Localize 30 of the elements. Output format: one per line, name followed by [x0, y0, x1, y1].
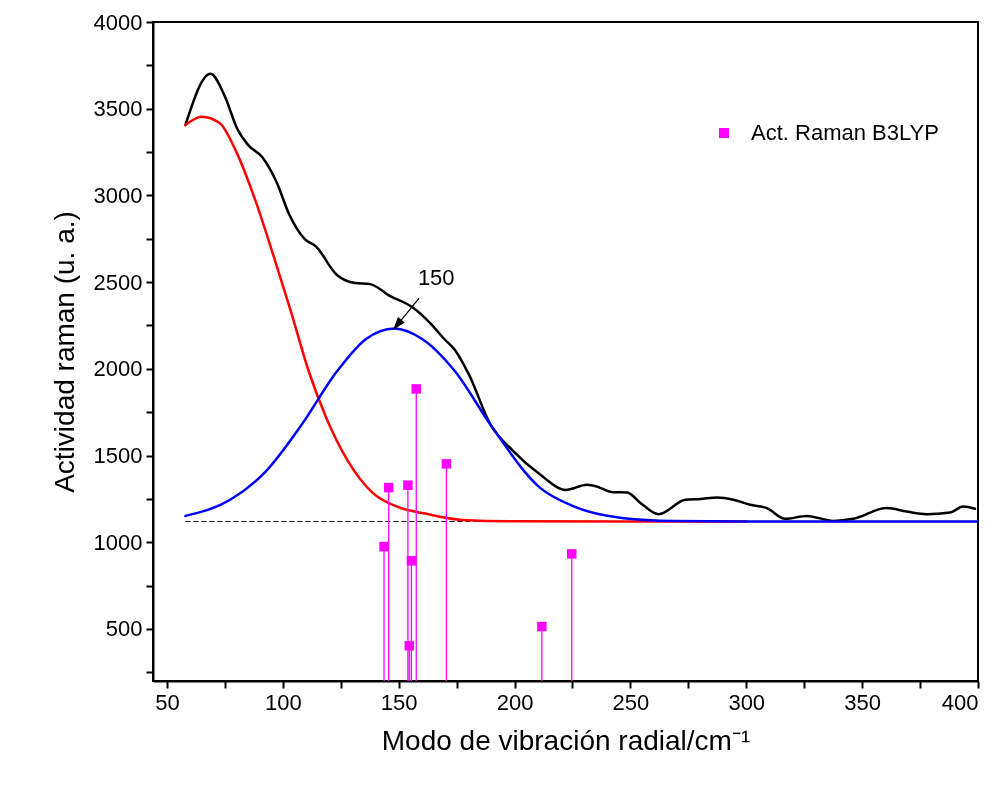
point [537, 621, 547, 632]
y-tick-label: 2000 [93, 356, 143, 382]
x-tick-label: 300 [728, 689, 766, 715]
y-tick-label: 1500 [93, 443, 143, 469]
point [441, 459, 452, 469]
point [567, 549, 577, 559]
x-tick-label: 100 [264, 689, 302, 715]
annotation: 150 [417, 265, 455, 291]
point [379, 541, 389, 552]
legend-label: Act. Raman B3LYP [751, 120, 939, 145]
y-tick-label: 3000 [93, 182, 143, 208]
point [383, 482, 394, 493]
point [406, 556, 417, 566]
x-axis-title: Modo de vibración radial/cm⁻¹ [381, 724, 751, 756]
y-tick-label: 1000 [93, 529, 143, 555]
x-tick-label: 250 [612, 689, 650, 715]
y-tick-label: 500 [105, 616, 143, 642]
y-tick-label: 2500 [93, 269, 143, 295]
y-axis-title: Actividad raman (u. a.) [48, 211, 80, 493]
point [403, 480, 413, 490]
x-tick-label: 350 [844, 689, 881, 715]
x-tick-label: 200 [496, 689, 534, 715]
x-tick-label: 400 [941, 689, 979, 715]
y-tick-label: 3500 [93, 96, 143, 122]
line-series [184, 327, 978, 523]
x-tick-label: 50 [155, 689, 180, 715]
x-tick-label: 150 [380, 689, 418, 715]
y-tick-label: 4000 [93, 9, 143, 35]
point [404, 641, 415, 651]
point [411, 384, 421, 394]
